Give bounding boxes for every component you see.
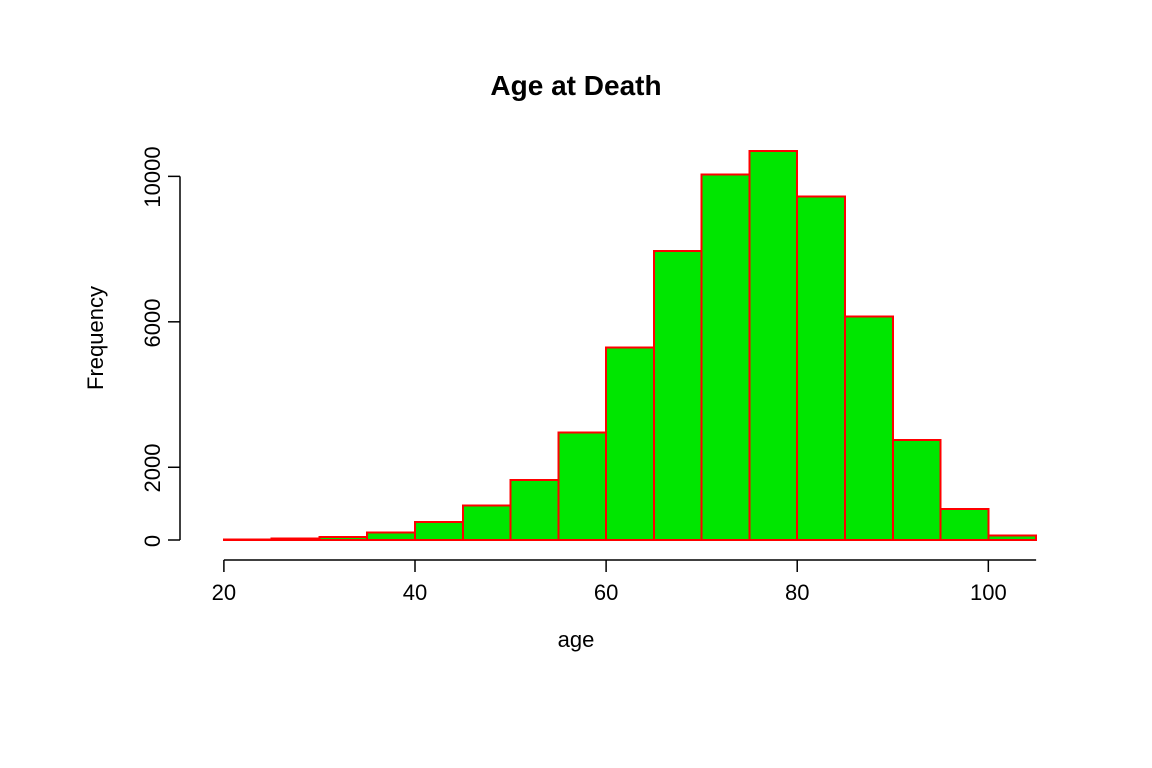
x-tick-label: 60 bbox=[566, 580, 646, 606]
y-tick-label: 10000 bbox=[140, 137, 166, 217]
histogram-bar bbox=[463, 505, 511, 540]
histogram-bar bbox=[224, 539, 272, 540]
histogram-bar bbox=[606, 347, 654, 540]
histogram-bar bbox=[272, 539, 320, 540]
x-tick-label: 80 bbox=[757, 580, 837, 606]
x-tick-label: 100 bbox=[948, 580, 1028, 606]
histogram-bar bbox=[845, 316, 893, 540]
y-tick-label: 6000 bbox=[140, 283, 166, 363]
histogram-bar bbox=[941, 509, 989, 540]
x-axis-label: age bbox=[0, 627, 1152, 653]
y-tick-label: 0 bbox=[140, 501, 166, 581]
histogram-bar bbox=[654, 251, 702, 540]
histogram-bar bbox=[367, 533, 415, 540]
chart-title: Age at Death bbox=[0, 70, 1152, 102]
histogram-bar bbox=[749, 151, 797, 540]
histogram-bar bbox=[319, 537, 367, 540]
y-axis-label: Frequency bbox=[83, 286, 109, 390]
x-tick-label: 20 bbox=[184, 580, 264, 606]
histogram-bar bbox=[702, 175, 750, 540]
histogram-bar bbox=[415, 522, 463, 540]
histogram-bar bbox=[893, 440, 941, 540]
y-tick-label: 2000 bbox=[140, 428, 166, 508]
histogram-bar bbox=[558, 433, 606, 540]
chart-container: Age at Death Frequency age 20 40 60 80 100 02… bbox=[0, 0, 1152, 768]
histogram-bar bbox=[511, 480, 559, 540]
histogram-bar bbox=[988, 536, 1036, 540]
x-tick-label: 40 bbox=[375, 580, 455, 606]
histogram-bar bbox=[797, 196, 845, 540]
